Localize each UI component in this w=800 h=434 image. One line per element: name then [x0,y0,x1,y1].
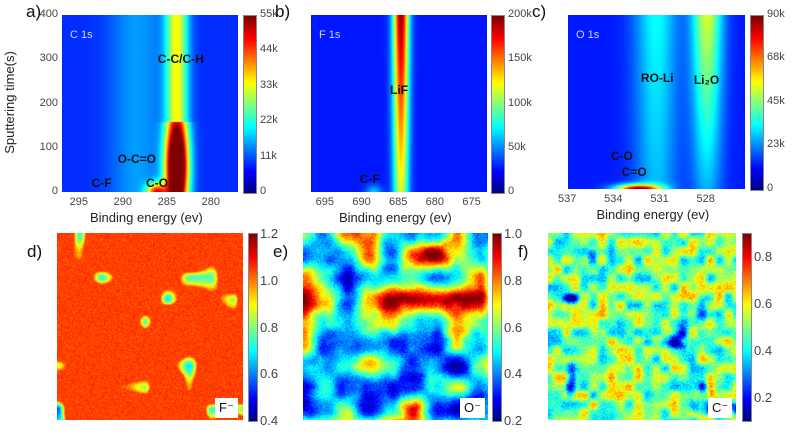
colorbar [742,233,752,422]
x-tick-label: 534 [604,193,623,205]
colorbar-tick-label: 55k [260,8,278,20]
panel-label: e) [273,242,289,261]
y-tick-label: 0 [51,185,58,197]
x-tick-label: 295 [69,196,88,208]
peak-annotation: C-O [610,149,633,164]
colorbar [750,15,764,191]
peak-annotation: C-C/C-H [157,52,204,67]
colorbar-tick-label: 1.2 [260,226,279,241]
ion-map-1 [303,233,488,420]
colorbar-tick-label: 200k [508,8,532,20]
x-tick-label: 680 [425,196,445,208]
y-axis-title: Sputtering time(s) [1,51,17,154]
x-tick-label: 285 [157,196,176,208]
x-tick-label: 280 [201,196,220,208]
x-tick-label: 537 [558,193,577,205]
x-axis-title: Binding energy (ev) [339,210,452,225]
colorbar [492,233,502,422]
panel-label: b) [275,2,291,21]
colorbar-tick-label: 23k [767,137,785,150]
colorbar [243,15,257,194]
colorbar-tick-label: 0.8 [754,249,773,265]
colorbar-tick-label: 22k [260,114,278,127]
panel-label: c) [532,2,547,21]
x-axis-title: Binding energy (ev) [90,210,203,225]
colorbar-tick-label: 45k [767,95,785,107]
colorbar-tick-label: 0.2 [504,413,523,428]
colorbar [248,233,258,422]
heatmap-0 [62,15,238,192]
colorbar-tick-label: 1.0 [504,226,523,241]
colorbar-tick-label: 100k [508,96,532,109]
ion-label: O⁻ [460,398,485,418]
ion-map-2 [548,233,736,420]
colorbar-tick-label: 0.6 [754,296,773,312]
peak-annotation: C=O [621,164,647,179]
x-tick-label: 531 [650,193,669,205]
colorbar-tick-label: 68k [767,50,785,63]
colorbar-tick-label: 0.6 [504,319,523,335]
x-tick-label: 685 [389,196,408,208]
x-tick-label: 675 [462,196,481,208]
colorbar-tick-label: 150k [508,52,532,65]
x-tick-label: 528 [696,193,715,205]
colorbar-tick-label: 0.8 [260,319,279,335]
colorbar-tick-label: 33k [260,78,278,91]
colorbar-tick-label: 0 [508,185,515,197]
x-tick-label: 695 [315,196,335,208]
colorbar-tick-label: 1.0 [260,272,279,288]
y-tick-label: 300 [39,52,58,65]
ion-label: C⁻ [708,398,733,418]
colorbar-tick-label: 0 [767,182,774,194]
colorbar-tick-label: 0.8 [504,272,523,288]
peak-annotation: C-F [91,176,112,191]
colorbar-tick-label: 0.4 [260,413,279,428]
panel-label: d) [27,242,43,261]
colorbar-tick-label: 11k [260,149,277,162]
peak-annotation: C-F [359,171,380,186]
peak-annotation: LiF [390,83,408,98]
colorbar-tick-label: 0.6 [260,366,279,382]
colorbar-tick-label: 0.2 [754,389,773,405]
peak-annotation: O-C=O [117,151,156,166]
core-level-label: O 1s [576,29,600,41]
colorbar-tick-label: 0.4 [504,366,523,382]
colorbar-tick-label: 44k [260,43,278,56]
peak-annotation: Li₂O [693,73,720,88]
colorbar-tick-label: 50k [508,140,526,153]
x-tick-label: 290 [113,196,132,208]
heatmap-2 [568,15,745,189]
peak-annotation: C-O [146,176,169,191]
ion-label: F⁻ [215,398,238,418]
x-axis-title: Binding energy (ev) [596,207,710,222]
panel-label: a) [26,2,42,21]
y-tick-label: 100 [39,140,58,153]
colorbar-tick-label: 0.4 [754,342,773,358]
colorbar-tick-label: 0 [260,185,267,197]
x-tick-label: 690 [352,196,371,208]
colorbar [491,15,505,194]
core-level-label: F 1s [319,29,341,41]
peak-annotation: RO-Li [640,71,674,86]
y-tick-label: 200 [39,96,58,109]
ion-map-0 [57,233,243,420]
panel-label: f) [518,242,529,261]
y-tick-label: 400 [39,8,58,20]
core-level-label: C 1s [70,29,93,41]
heatmap-1 [311,15,487,192]
colorbar-tick-label: 90k [767,8,785,20]
